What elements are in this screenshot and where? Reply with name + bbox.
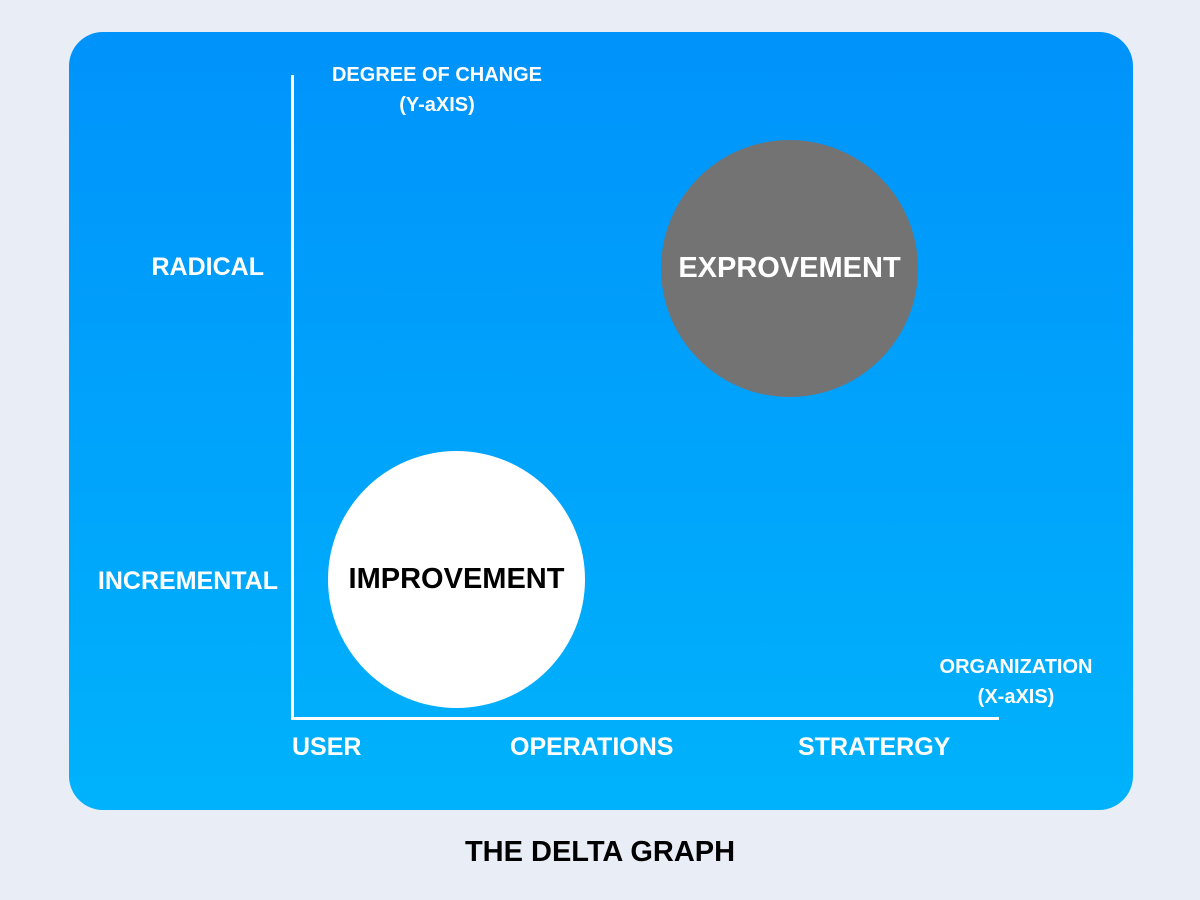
bubble-exprovement: EXPROVEMENT [661, 140, 918, 397]
y-axis-title-line1: DEGREE OF CHANGE [331, 64, 543, 86]
x-axis-line [291, 717, 999, 720]
bubble-improvement-label: IMPROVEMENT [348, 563, 565, 595]
x-axis-title: ORGANIZATION (X-aXIS) [906, 652, 1126, 712]
diagram-caption: THE DELTA GRAPH [464, 836, 736, 868]
x-level-operations: OPERATIONS [510, 733, 674, 761]
bubble-exprovement-label: EXPROVEMENT [678, 252, 901, 284]
x-axis-title-line1: ORGANIZATION [939, 656, 1093, 678]
y-axis-line [291, 75, 294, 720]
bubble-improvement: IMPROVEMENT [328, 451, 585, 708]
y-level-radical: RADICAL [151, 253, 265, 281]
y-axis-title: DEGREE OF CHANGE (Y-aXIS) [307, 60, 567, 120]
graph-panel [69, 32, 1133, 810]
x-axis-title-line2: (X-aXIS) [977, 686, 1055, 708]
y-axis-title-line2: (Y-aXIS) [399, 94, 475, 116]
x-level-user: USER [292, 733, 362, 761]
y-level-incremental: INCREMENTAL [97, 567, 278, 595]
x-level-strategy: STRATERGY [798, 733, 951, 761]
